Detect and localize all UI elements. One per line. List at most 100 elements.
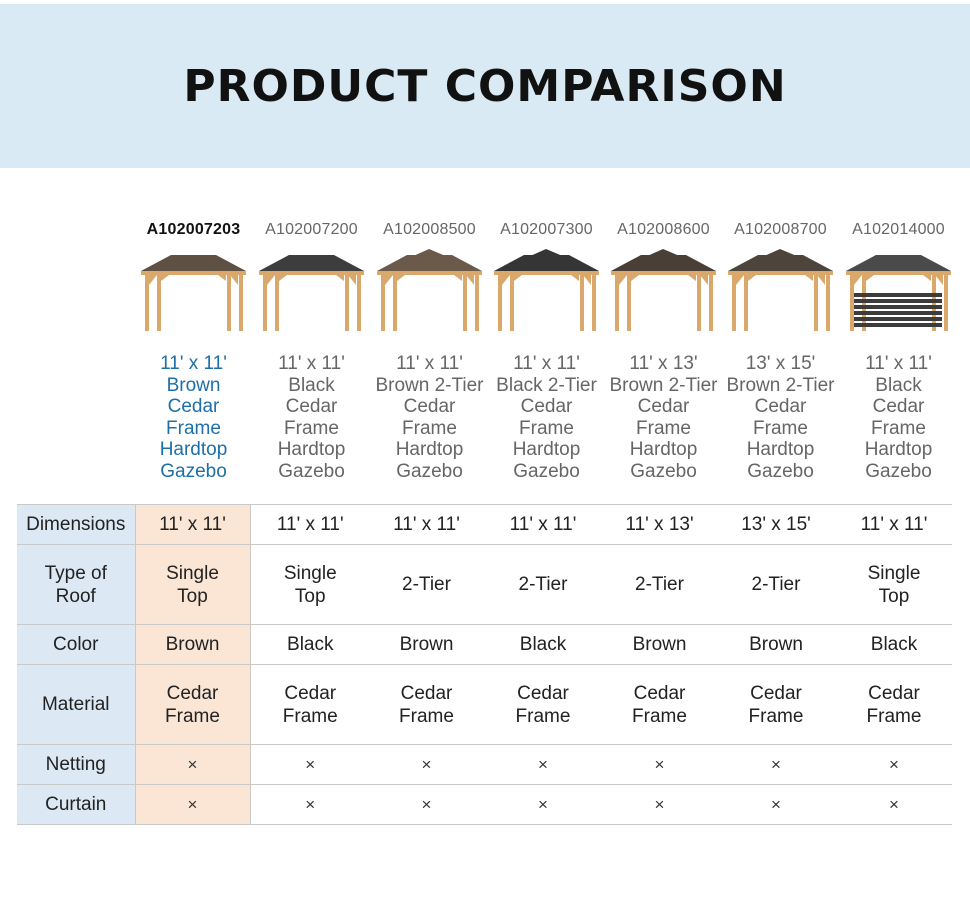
table-row: Dimensions 11' x 11' 11' x 11' 11' x 11' 11'… (17, 504, 952, 545)
product-name-line: Brown 2-Tier (375, 374, 484, 396)
product-name-line: Frame (519, 417, 574, 439)
product-sku: A102007300 (500, 221, 593, 238)
table-cell: Brown (135, 624, 251, 665)
product-column[interactable]: A102007200 11' x 11' Black Cedar Frame Hardto… (253, 215, 370, 495)
product-name-line: 11' x 11' (160, 353, 227, 374)
product-sku: A102008700 (734, 221, 827, 238)
row-label: Netting (17, 744, 136, 785)
table-cell: Black (250, 624, 370, 665)
product-column[interactable]: A102008500 11' x 11' Brown 2-Tier Cedar Fram… (371, 215, 488, 495)
not-included-mark: × (716, 784, 836, 825)
not-included-mark: × (716, 744, 836, 785)
product-name-line: Gazebo (630, 460, 697, 482)
table-row: Material Cedar Frame Cedar Frame Cedar Frame Ce… (17, 664, 952, 745)
product-name-line: Brown 2-Tier (726, 374, 835, 396)
table-cell: Cedar Frame (603, 664, 716, 745)
product-sku: A102014000 (852, 221, 945, 238)
not-included-mark: × (483, 784, 603, 825)
gazebo-image (377, 249, 482, 331)
product-name-line: 13' x 15' (745, 353, 816, 374)
table-cell: Cedar Frame (716, 664, 836, 745)
product-name-line: Brown 2-Tier (609, 374, 718, 396)
product-name-line: Gazebo (513, 460, 580, 482)
product-name-line: Gazebo (278, 460, 345, 482)
product-name-line: Hardtop (277, 439, 346, 461)
table-cell: 2-Tier (716, 544, 836, 625)
product-name-line: Gazebo (747, 460, 814, 482)
table-cell: 13' x 15' (716, 504, 836, 545)
product-column[interactable]: A102008700 13' x 15' Brown 2-Tier Cedar Fram… (722, 215, 839, 495)
product-name-line: 11' x 11' (278, 353, 345, 374)
gazebo-image (846, 255, 951, 331)
product-name-line: Frame (871, 417, 926, 439)
not-included-mark: × (250, 744, 370, 785)
not-included-mark: × (483, 744, 603, 785)
not-included-mark: × (135, 744, 251, 785)
product-name: 13' x 15' Brown 2-Tier Cedar Frame Hardtop Ga… (714, 353, 847, 483)
product-name-line: Frame (753, 417, 808, 439)
product-name-line: Frame (166, 417, 221, 439)
table-cell: Cedar Frame (135, 664, 251, 745)
table-cell: Cedar Frame (370, 664, 483, 745)
table-cell: 11' x 13' (603, 504, 716, 545)
table-cell: 2-Tier (370, 544, 483, 625)
product-column[interactable]: A102007203 11' x 11' Brown Cedar Frame Hardto… (135, 215, 252, 495)
product-name-line: 11' x 11' (865, 353, 932, 374)
product-name-line: Cedar (754, 396, 807, 418)
product-column[interactable]: A102007300 11' x 11' Black 2-Tier Cedar Fram… (488, 215, 605, 495)
table-cell: Cedar Frame (483, 664, 603, 745)
product-name-line: Cedar (520, 396, 573, 418)
product-column[interactable]: A102014000 11' x 11' Black Cedar Frame Hardto… (840, 215, 957, 495)
table-cell: Single Top (250, 544, 370, 625)
product-name-line: Black (875, 374, 922, 396)
table-cell: 2-Tier (603, 544, 716, 625)
gazebo-image (728, 249, 833, 331)
product-name-line: Hardtop (864, 439, 933, 461)
table-cell: Single Top (836, 544, 952, 625)
comparison-table: Dimensions 11' x 11' 11' x 11' 11' x 11' 11'… (17, 504, 952, 825)
product-name-line: Black (288, 374, 335, 396)
table-cell: Single Top (135, 544, 251, 625)
row-label: Type of Roof (17, 544, 136, 625)
product-name-line: Hardtop (629, 439, 698, 461)
product-sku: A102008600 (617, 221, 710, 238)
product-name-line: Cedar (285, 396, 338, 418)
table-cell: 11' x 11' (250, 504, 370, 545)
gazebo-image (141, 255, 246, 331)
product-name: 11' x 11' Black Cedar Frame Hardtop Gazebo (245, 353, 378, 483)
row-label: Curtain (17, 784, 136, 825)
not-included-mark: × (836, 744, 952, 785)
table-cell: Brown (370, 624, 483, 665)
not-included-mark: × (603, 784, 716, 825)
product-name-line: 11' x 11' (396, 353, 463, 374)
table-cell: 11' x 11' (370, 504, 483, 545)
table-cell: 2-Tier (483, 544, 603, 625)
product-name-line: Hardtop (159, 439, 228, 461)
not-included-mark: × (836, 784, 952, 825)
product-column[interactable]: A102008600 11' x 13' Brown 2-Tier Cedar Fram… (605, 215, 722, 495)
gazebo-image (259, 255, 364, 331)
row-label: Color (17, 624, 136, 665)
not-included-mark: × (250, 784, 370, 825)
product-name-line: Hardtop (512, 439, 581, 461)
table-cell: Brown (716, 624, 836, 665)
table-row: Type of Roof Single Top Single Top 2-Tier 2-Tie… (17, 544, 952, 625)
product-name: 11' x 11' Black Cedar Frame Hardtop Gazebo (832, 353, 965, 483)
product-row: A102007203 11' x 11' Brown Cedar Frame Hardto… (135, 215, 955, 495)
table-cell: 11' x 11' (483, 504, 603, 545)
product-sku: A102007200 (265, 221, 358, 238)
row-label: Dimensions (17, 504, 136, 545)
product-name-line: Gazebo (160, 460, 227, 482)
table-cell: 11' x 11' (135, 504, 251, 545)
not-included-mark: × (603, 744, 716, 785)
product-name-line: Brown (166, 374, 221, 396)
product-name-line: Gazebo (865, 460, 932, 482)
not-included-mark: × (135, 784, 251, 825)
product-name-line: Frame (402, 417, 457, 439)
table-cell: Black (836, 624, 952, 665)
not-included-mark: × (370, 744, 483, 785)
product-name-line: 11' x 13' (629, 353, 698, 374)
not-included-mark: × (370, 784, 483, 825)
table-cell: Black (483, 624, 603, 665)
product-name: 11' x 11' Black 2-Tier Cedar Frame Hardtop Ga… (480, 353, 613, 483)
